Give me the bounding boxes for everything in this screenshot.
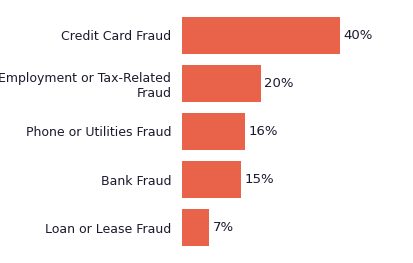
Bar xyxy=(182,65,261,102)
Text: 16%: 16% xyxy=(248,125,278,138)
Text: 20%: 20% xyxy=(264,77,294,90)
Text: 15%: 15% xyxy=(244,173,274,186)
Text: 7%: 7% xyxy=(213,221,234,234)
Bar xyxy=(182,209,209,246)
Bar xyxy=(182,113,245,150)
Bar xyxy=(182,161,241,198)
Bar xyxy=(182,17,340,54)
Text: 40%: 40% xyxy=(344,29,373,42)
